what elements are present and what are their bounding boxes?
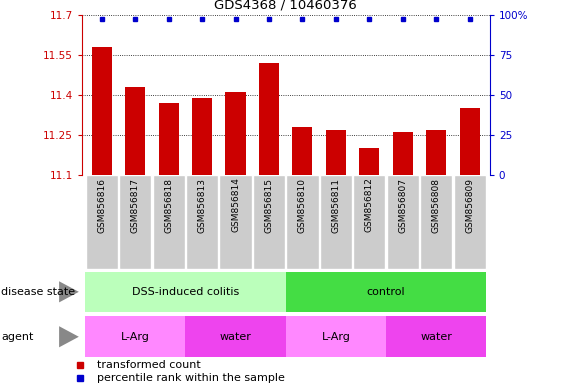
Bar bbox=[153, 175, 185, 269]
Bar bbox=[359, 148, 379, 175]
Bar bbox=[326, 129, 346, 175]
Text: GSM856812: GSM856812 bbox=[365, 177, 374, 232]
Text: GSM856817: GSM856817 bbox=[131, 177, 140, 233]
Text: water: water bbox=[220, 332, 252, 342]
Text: GSM856807: GSM856807 bbox=[398, 177, 407, 233]
Text: transformed count: transformed count bbox=[97, 360, 201, 370]
Bar bbox=[286, 316, 386, 357]
Text: L-Arg: L-Arg bbox=[120, 332, 150, 342]
Text: GSM856809: GSM856809 bbox=[465, 177, 474, 233]
Bar bbox=[186, 175, 218, 269]
Bar bbox=[292, 127, 312, 175]
Bar bbox=[287, 175, 319, 269]
Bar bbox=[85, 316, 185, 357]
Bar bbox=[259, 63, 279, 175]
Text: GSM856816: GSM856816 bbox=[97, 177, 106, 233]
Bar bbox=[192, 98, 212, 175]
Bar bbox=[85, 271, 286, 312]
Bar bbox=[253, 175, 285, 269]
Bar bbox=[420, 175, 452, 269]
Bar bbox=[320, 175, 352, 269]
Polygon shape bbox=[59, 281, 79, 303]
Bar bbox=[386, 316, 486, 357]
Text: disease state: disease state bbox=[1, 287, 75, 297]
Bar bbox=[387, 175, 419, 269]
Bar bbox=[159, 103, 178, 175]
Bar bbox=[426, 129, 446, 175]
Bar bbox=[119, 175, 151, 269]
Text: water: water bbox=[421, 332, 452, 342]
Bar bbox=[185, 316, 286, 357]
Bar bbox=[125, 87, 145, 175]
Bar bbox=[393, 132, 413, 175]
Polygon shape bbox=[59, 326, 79, 347]
Text: agent: agent bbox=[1, 332, 34, 342]
Text: control: control bbox=[367, 287, 405, 297]
Text: GSM856815: GSM856815 bbox=[265, 177, 274, 233]
Bar bbox=[454, 175, 486, 269]
Bar bbox=[92, 47, 111, 175]
Bar bbox=[86, 175, 118, 269]
Text: GSM856811: GSM856811 bbox=[332, 177, 341, 233]
Text: L-Arg: L-Arg bbox=[321, 332, 350, 342]
Text: GSM856810: GSM856810 bbox=[298, 177, 307, 233]
Title: GDS4368 / 10460376: GDS4368 / 10460376 bbox=[215, 0, 357, 12]
Bar bbox=[220, 175, 252, 269]
Text: GSM856808: GSM856808 bbox=[432, 177, 441, 233]
Text: DSS-induced colitis: DSS-induced colitis bbox=[132, 287, 239, 297]
Text: percentile rank within the sample: percentile rank within the sample bbox=[97, 373, 285, 383]
Bar bbox=[226, 93, 245, 175]
Text: GSM856818: GSM856818 bbox=[164, 177, 173, 233]
Bar bbox=[286, 271, 486, 312]
Bar bbox=[354, 175, 386, 269]
Text: GSM856813: GSM856813 bbox=[198, 177, 207, 233]
Text: GSM856814: GSM856814 bbox=[231, 177, 240, 232]
Bar bbox=[460, 108, 480, 175]
